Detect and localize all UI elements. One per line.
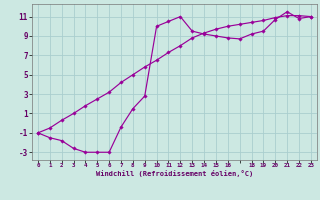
X-axis label: Windchill (Refroidissement éolien,°C): Windchill (Refroidissement éolien,°C)	[96, 170, 253, 177]
